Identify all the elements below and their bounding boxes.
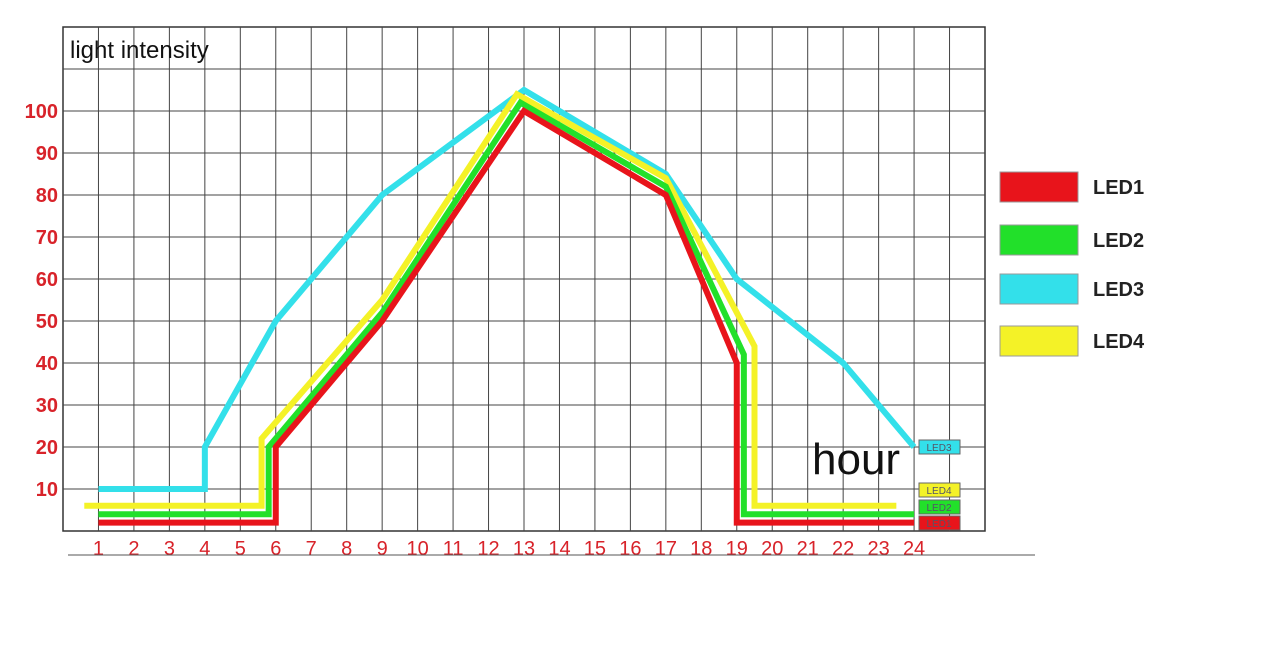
legend-label-led1: LED1 [1093,177,1144,199]
series-line-led3 [98,86,917,492]
x-tick-label: 14 [548,538,570,560]
x-tick-label: 19 [726,538,748,560]
y-tick-label: 70 [36,227,58,249]
end-label-led2: LED2 [926,503,951,514]
x-tick-label: 13 [513,538,535,560]
series-line-led4 [84,90,897,509]
x-tick-label: 3 [164,538,175,560]
y-tick-label: 30 [36,395,58,417]
y-tick-label: 60 [36,269,58,291]
x-tick-label: 2 [128,538,139,560]
end-label-box-led1 [918,515,961,531]
legend-swatch-led2 [999,224,1079,256]
y-tick-label: 10 [36,479,58,501]
x-tick-label: 8 [341,538,352,560]
x-tick-label: 6 [270,538,281,560]
end-label-led3: LED3 [926,443,951,454]
series-line-led2 [98,98,915,518]
legend-swatch-led1 [999,171,1079,203]
x-tick-label: 11 [443,538,464,560]
chart-title: light intensity [70,37,209,64]
x-tick-label: 22 [832,538,854,560]
x-tick-label: 7 [306,538,317,560]
x-tick-label: 12 [477,538,499,560]
x-tick-label: 5 [235,538,246,560]
end-label-box-led4 [918,482,961,498]
legend-label-led3: LED3 [1093,279,1144,301]
end-labels: LED1 LED2 LED3 LED4 [918,439,961,531]
x-tick-label: 24 [903,538,925,560]
series-line-led1 [98,106,915,526]
legend-swatch-led4 [999,325,1079,357]
x-tick-label: 20 [761,538,783,560]
x-tick-label: 18 [690,538,712,560]
x-tick-label: 15 [584,538,606,560]
end-label-box-led3 [918,439,961,455]
legend: LED1 LED2 LED3 LED4 [999,171,1145,357]
x-tick-label: 10 [406,538,428,560]
end-label-led1: LED1 [926,519,951,530]
x-tick-label: 21 [797,538,819,560]
legend-label-led2: LED2 [1093,230,1144,252]
x-tick-label: 17 [655,538,677,560]
series-lines [84,86,917,526]
y-tick-label: 40 [36,353,58,375]
y-tick-label: 80 [36,185,58,207]
y-tick-label: 90 [36,143,58,165]
legend-label-led4: LED4 [1093,331,1145,353]
x-tick-label: 16 [619,538,641,560]
y-tick-label: 50 [36,311,58,333]
end-label-box-led2 [918,499,961,515]
y-tick-label: 20 [36,437,58,459]
y-tick-label: 100 [25,101,58,123]
end-label-led4: LED4 [926,486,951,497]
x-tick-label: 4 [199,538,210,560]
x-tick-label: 23 [867,538,889,560]
legend-swatch-led3 [999,273,1079,305]
x-tick-label: 9 [377,538,388,560]
x-axis-label: hour [812,435,900,484]
x-tick-label: 1 [93,538,104,560]
